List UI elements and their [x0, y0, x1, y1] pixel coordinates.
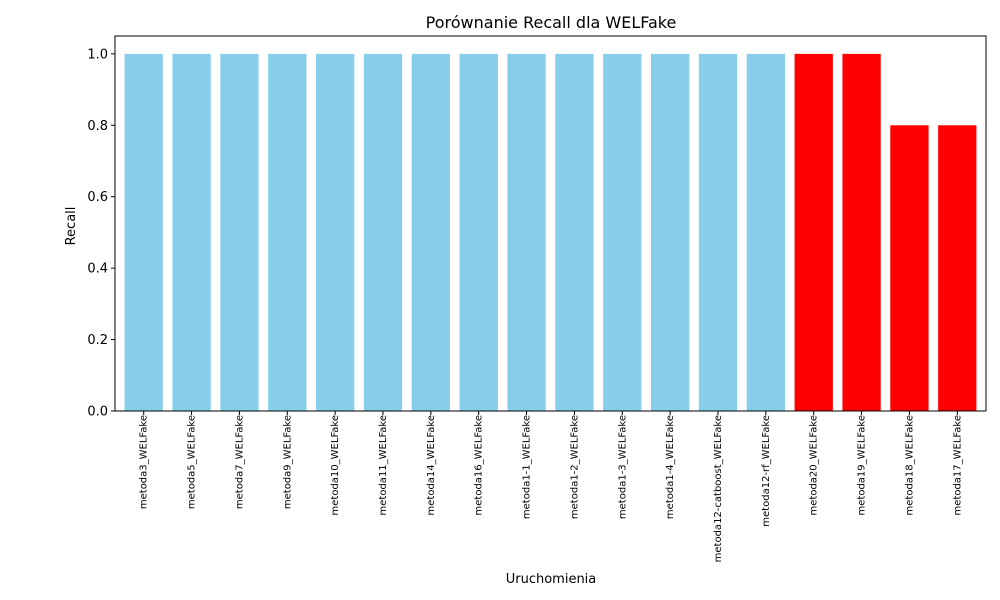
bar-metoda14_WELFake [411, 53, 450, 412]
x-tick-label: metoda11_WELFake [378, 415, 389, 515]
x-tick-label: metoda17_WELFake [952, 415, 963, 515]
bar-metoda19_WELFake [842, 53, 881, 412]
bar-metoda16_WELFake [459, 53, 498, 412]
x-tick-label: metoda5_WELFake [187, 415, 198, 509]
y-tick-label: 0.2 [87, 333, 108, 348]
x-axis-label: Uruchomienia [506, 572, 597, 587]
bar-metoda12-rf_WELFake [746, 53, 785, 412]
bar-metoda12-catboost_WELFake [698, 53, 738, 412]
x-tick-label: metoda18_WELFake [904, 415, 915, 515]
y-tick-label: 0.4 [87, 262, 108, 277]
bar-metoda11_WELFake [363, 53, 403, 412]
x-tick-label: metoda14_WELFake [426, 415, 437, 515]
x-tick-label: metoda19_WELFake [857, 415, 868, 515]
bar-metoda10_WELFake [316, 53, 355, 412]
y-tick-label: 1.0 [87, 47, 108, 62]
x-tick-label: metoda10_WELFake [330, 415, 341, 515]
y-tick-label: 0.0 [87, 405, 108, 420]
bar-metoda18_WELFake [890, 125, 929, 411]
y-axis: 0.0 0.2 0.4 0.6 0.8 1.0 [87, 47, 115, 420]
y-axis-label: Recall [64, 207, 79, 246]
x-tick-label: metoda1-4_WELFake [665, 415, 676, 519]
x-tick-label: metoda7_WELFake [234, 415, 245, 509]
bar-metoda1-2_WELFake [555, 53, 594, 412]
x-tick-label: metoda20_WELFake [809, 415, 820, 515]
chart-title: Porównanie Recall dla WELFake [426, 13, 677, 32]
plot-frame [114, 35, 987, 412]
x-tick-label: metoda12-catboost_WELFake [713, 415, 724, 562]
x-tick-label: metoda1-3_WELFake [617, 415, 628, 519]
bar-metoda5_WELFake [172, 53, 211, 412]
bar-metoda1-3_WELFake [603, 53, 642, 412]
x-tick-label: metoda1-1_WELFake [522, 415, 533, 519]
bar-metoda20_WELFake [794, 53, 833, 412]
bar-metoda1-1_WELFake [507, 53, 546, 412]
bar-metoda3_WELFake [124, 53, 163, 412]
bars-group [124, 53, 977, 412]
bar-metoda7_WELFake [220, 53, 259, 412]
x-tick-label: metoda3_WELFake [139, 415, 150, 509]
x-axis: metoda3_WELFake metoda5_WELFake metoda7_WE… [139, 411, 963, 562]
x-tick-label: metoda1-2_WELFake [569, 415, 580, 519]
y-tick-label: 0.8 [87, 119, 108, 134]
x-tick-label: metoda9_WELFake [282, 415, 293, 509]
y-tick-label: 0.6 [87, 190, 108, 205]
bar-metoda17_WELFake [938, 125, 977, 411]
bar-metoda1-4_WELFake [651, 53, 690, 412]
x-tick-label: metoda16_WELFake [474, 415, 485, 515]
bar-metoda9_WELFake [268, 53, 307, 412]
x-tick-label: metoda12-rf_WELFake [761, 415, 772, 527]
